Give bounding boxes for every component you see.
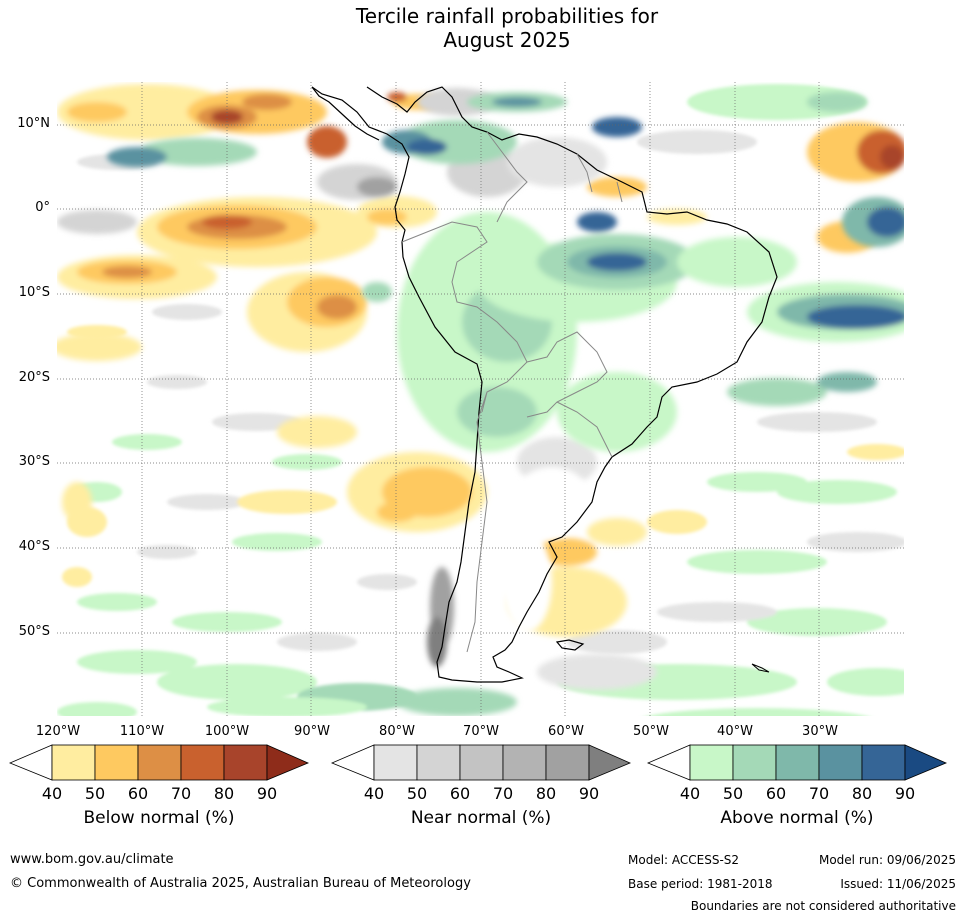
map-canvas [57, 82, 904, 716]
lat-label-20s: 20°S [18, 370, 50, 385]
country-borders [401, 131, 623, 653]
white-areas [502, 467, 592, 632]
cb-near-6 [588, 744, 632, 781]
lon-label-110w: 110°W [119, 724, 165, 739]
colorbar-above-normal [646, 744, 948, 781]
cb-near-tick-60: 60 [449, 784, 471, 803]
lon-label-120w: 120°W [35, 724, 81, 739]
cb-above-tick-80: 80 [851, 784, 873, 803]
cb-below-tick-40: 40 [41, 784, 63, 803]
cb-below-tick-70: 70 [170, 784, 192, 803]
cb-below-tick-90: 90 [256, 784, 278, 803]
copyright-notice: © Commonwealth of Australia 2025, Austra… [10, 876, 471, 891]
background-noise [57, 84, 904, 716]
cb-near-tick-50: 50 [406, 784, 428, 803]
cb-above-6 [904, 744, 948, 781]
colorbar-label-near: Near normal (%) [410, 808, 552, 828]
colorbar-label-below: Below normal (%) [83, 808, 235, 828]
above-normal-regions [107, 92, 904, 716]
lon-label-70w: 70°W [463, 724, 499, 739]
cb-below-tick-80: 80 [213, 784, 235, 803]
lon-label-90w: 90°W [294, 724, 330, 739]
lon-label-50w: 50°W [633, 724, 669, 739]
cb-near-1 [373, 744, 418, 781]
cb-below-0 [8, 744, 53, 781]
south-georgia [751, 663, 770, 673]
cb-near-4 [502, 744, 547, 781]
boundaries-disclaimer: Boundaries are not considered authoritat… [690, 899, 956, 913]
lat-label-30s: 30°S [18, 454, 50, 469]
cb-above-tick-40: 40 [679, 784, 701, 803]
lon-label-60w: 60°W [548, 724, 584, 739]
colorbar-below-normal [8, 744, 310, 781]
cb-above-tick-70: 70 [808, 784, 830, 803]
issued-date: Issued: 11/06/2025 [840, 877, 956, 891]
cb-near-2 [416, 744, 461, 781]
cb-near-5 [545, 744, 590, 781]
cb-below-5 [223, 744, 268, 781]
cb-above-tick-50: 50 [722, 784, 744, 803]
colorbar-label-above: Above normal (%) [720, 808, 874, 828]
cb-above-1 [689, 744, 734, 781]
cb-above-tick-60: 60 [765, 784, 787, 803]
cb-below-4 [180, 744, 225, 781]
lon-label-40w: 40°W [717, 724, 753, 739]
map-title: Tercile rainfall probabilities for Augus… [0, 4, 965, 52]
cb-near-tick-70: 70 [492, 784, 514, 803]
lat-label-40s: 40°S [18, 539, 50, 554]
falkland-islands [555, 639, 585, 651]
lat-label-50s: 50°S [18, 624, 50, 639]
cb-below-2 [94, 744, 139, 781]
model-name: Model: ACCESS-S2 [628, 853, 740, 867]
cb-near-tick-80: 80 [535, 784, 557, 803]
south-america-coastline [311, 86, 778, 683]
cb-near-tick-40: 40 [363, 784, 385, 803]
cb-near-tick-90: 90 [578, 784, 600, 803]
cb-below-1 [51, 744, 96, 781]
cb-above-5 [861, 744, 906, 781]
lat-label-10s: 10°S [18, 285, 50, 300]
cb-above-3 [775, 744, 820, 781]
website-link[interactable]: www.bom.gov.au/climate [10, 852, 174, 867]
probability-map [57, 82, 904, 716]
cb-near-0 [330, 744, 375, 781]
cb-near-3 [459, 744, 504, 781]
lat-label-0: 0° [35, 200, 50, 215]
cb-below-3 [137, 744, 182, 781]
lon-label-100w: 100°W [204, 724, 250, 739]
cb-above-0 [646, 744, 691, 781]
base-period: Base period: 1981-2018 [628, 877, 773, 891]
lon-label-80w: 80°W [379, 724, 415, 739]
cb-below-6 [266, 744, 310, 781]
cb-below-tick-50: 50 [84, 784, 106, 803]
title-line-1: Tercile rainfall probabilities for [355, 4, 659, 28]
lat-label-10n: 10°N [17, 116, 50, 131]
cb-above-4 [818, 744, 863, 781]
title-line-2: August 2025 [443, 28, 571, 52]
model-run-date: Model run: 09/06/2025 [818, 853, 956, 867]
central-america-coastline [311, 86, 380, 141]
graticule [57, 82, 904, 716]
cb-above-tick-90: 90 [894, 784, 916, 803]
lon-label-30w: 30°W [802, 724, 838, 739]
cb-below-tick-60: 60 [127, 784, 149, 803]
colorbar-near-normal [330, 744, 632, 781]
cb-above-2 [732, 744, 777, 781]
